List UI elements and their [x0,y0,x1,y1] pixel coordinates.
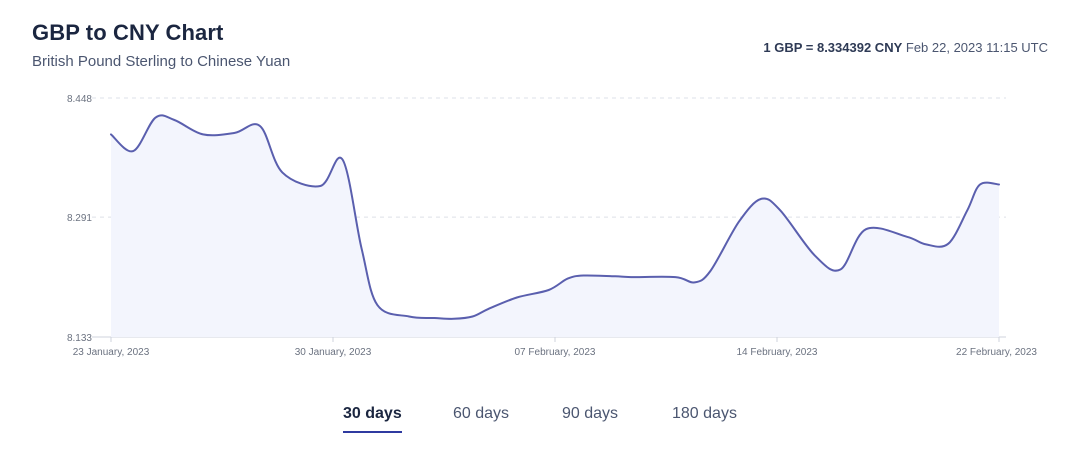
exchange-rate-chart: 8.448 8.291 8.133 23 January, 2023 30 Januar… [67,94,1037,358]
rate-timestamp: Feb 22, 2023 11:15 UTC [905,40,1048,55]
current-rate: 1 GBP = 8.334392 CNY Feb 22, 2023 11:15 … [763,40,1048,55]
x-tick-label: 30 January, 2023 [295,347,372,358]
y-tick-label: 8.448 [67,94,92,105]
x-tick-label: 22 February, 2023 [956,347,1037,358]
tab-90-days[interactable]: 90 days [562,405,619,422]
x-tick-label: 14 February, 2023 [737,347,818,358]
chart-subtitle: British Pound Sterling to Chinese Yuan [32,53,291,70]
y-tick-label: 8.133 [67,333,92,344]
x-tick-label: 23 January, 2023 [73,347,150,358]
chart-title: GBP to CNY Chart [32,20,224,45]
tab-60-days[interactable]: 60 days [453,405,510,422]
rate-value: 1 GBP = 8.334392 CNY [763,40,903,55]
x-tick-label: 07 February, 2023 [515,347,596,358]
series-line [110,114,1000,320]
y-tick-label: 8.291 [67,213,92,224]
series-area [111,115,999,338]
tab-30-days[interactable]: 30 days [343,405,402,433]
period-tabs: 30 days 60 days 90 days 180 days [0,405,1080,445]
tab-180-days[interactable]: 180 days [672,405,737,422]
